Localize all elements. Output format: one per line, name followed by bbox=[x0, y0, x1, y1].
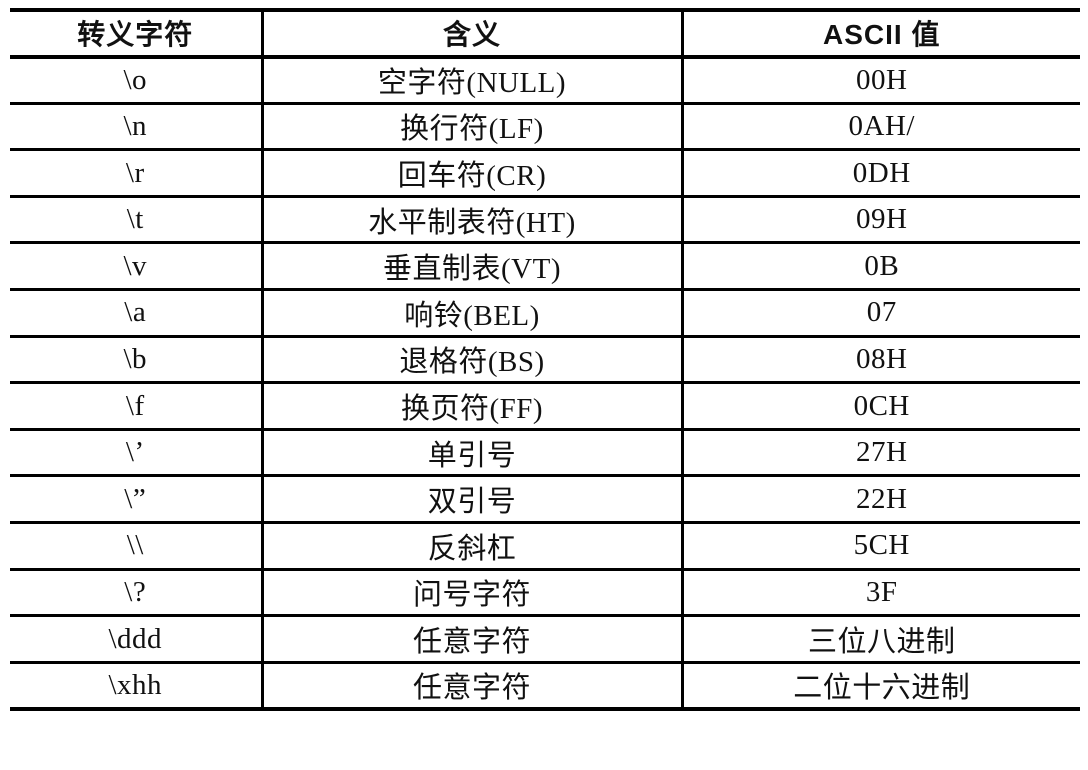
table-cell: 0CH bbox=[680, 382, 1080, 430]
table-cell: \o bbox=[123, 63, 148, 96]
table-cell: 换行符(LF) bbox=[260, 103, 682, 150]
table-cell: 双引号 bbox=[260, 475, 682, 523]
table-cell: 水平制表符(HT) bbox=[260, 196, 682, 243]
table-cell: 三位八进制 bbox=[680, 615, 1080, 663]
table-cell: 任意字符 bbox=[260, 615, 682, 663]
table-cell: \’ bbox=[125, 436, 145, 469]
column-header-ascii-value: ASCII 值 bbox=[680, 10, 1080, 57]
table-row: \a 响铃(BEL) 07 bbox=[10, 289, 1080, 337]
table-cell: \” bbox=[124, 482, 147, 515]
table-cell: 00H bbox=[680, 56, 1080, 104]
table-row: \r 回车符(CR) 0DH bbox=[10, 149, 1080, 197]
table-row: \t 水平制表符(HT) 09H bbox=[10, 196, 1080, 243]
table-row: \v 垂直制表(VT) 0B bbox=[10, 242, 1080, 290]
table-cell: 任意字符 bbox=[260, 662, 682, 709]
table-cell: \a bbox=[124, 296, 147, 329]
table-cell: 08H bbox=[680, 336, 1080, 383]
table-cell: 响铃(BEL) bbox=[260, 289, 682, 337]
table-cell: \t bbox=[126, 203, 144, 236]
column-header-escape-char: 转义字符 bbox=[77, 19, 194, 51]
table-row: \\ 反斜杠 5CH bbox=[10, 522, 1080, 570]
table-row: \f 换页符(FF) 0CH bbox=[10, 382, 1080, 430]
table-cell: 5CH bbox=[680, 522, 1080, 570]
escape-characters-table: 转义字符 含义 ASCII 值 \o 空字符(NULL) 00H \n 换行符(LF) 0AH… bbox=[10, 8, 1080, 711]
table-cell: \b bbox=[123, 342, 148, 375]
table-body: \o 空字符(NULL) 00H \n 换行符(LF) 0AH/\r 回车符(CR) 0DH \… bbox=[10, 56, 1080, 709]
table-cell: 退格符(BS) bbox=[260, 336, 682, 383]
table-cell: 垂直制表(VT) bbox=[260, 242, 682, 290]
table-cell: \f bbox=[125, 389, 145, 422]
table-row: \xhh 任意字符 二位十六进制 bbox=[10, 662, 1080, 709]
table-cell: 09H bbox=[680, 196, 1080, 243]
table-cell: 回车符(CR) bbox=[260, 149, 682, 197]
table-cell: \\ bbox=[126, 529, 144, 562]
table-row: \” 双引号 22H bbox=[10, 475, 1080, 523]
table-row: \b 退格符(BS) 08H bbox=[10, 336, 1080, 383]
table-row: \o 空字符(NULL) 00H bbox=[10, 56, 1080, 104]
table-cell: 3F bbox=[680, 569, 1080, 616]
table-cell: 问号字符 bbox=[260, 569, 682, 616]
table-row: \’ 单引号 27H bbox=[10, 429, 1080, 476]
header-row: 转义字符 含义 ASCII 值 bbox=[10, 10, 1080, 57]
table-cell: 0AH/ bbox=[680, 103, 1080, 150]
table-cell: 空字符(NULL) bbox=[260, 56, 682, 104]
table-cell: 07 bbox=[680, 289, 1080, 337]
table-row: \ddd 任意字符 三位八进制 bbox=[10, 615, 1080, 663]
table-cell: 单引号 bbox=[260, 429, 682, 476]
table-container: 转义字符 含义 ASCII 值 \o 空字符(NULL) 00H \n 换行符(LF) 0AH… bbox=[10, 8, 1080, 711]
table-cell: 0DH bbox=[680, 149, 1080, 197]
table-cell: 27H bbox=[680, 429, 1080, 476]
table-cell: \n bbox=[123, 109, 148, 142]
table-cell: 反斜杠 bbox=[260, 522, 682, 570]
table-row: \? 问号字符 3F bbox=[10, 569, 1080, 616]
table-cell: 0B bbox=[680, 242, 1080, 290]
table-cell: \xhh bbox=[108, 668, 163, 701]
table-cell: \? bbox=[124, 575, 147, 608]
table-row: \n 换行符(LF) 0AH/ bbox=[10, 103, 1080, 150]
table-cell: \ddd bbox=[108, 622, 163, 655]
column-header-meaning: 含义 bbox=[260, 10, 682, 57]
table-cell: 二位十六进制 bbox=[680, 662, 1080, 709]
table-cell: \r bbox=[125, 156, 145, 189]
table-cell: \v bbox=[123, 249, 148, 282]
table-cell: 换页符(FF) bbox=[260, 382, 682, 430]
table-cell: 22H bbox=[680, 475, 1080, 523]
